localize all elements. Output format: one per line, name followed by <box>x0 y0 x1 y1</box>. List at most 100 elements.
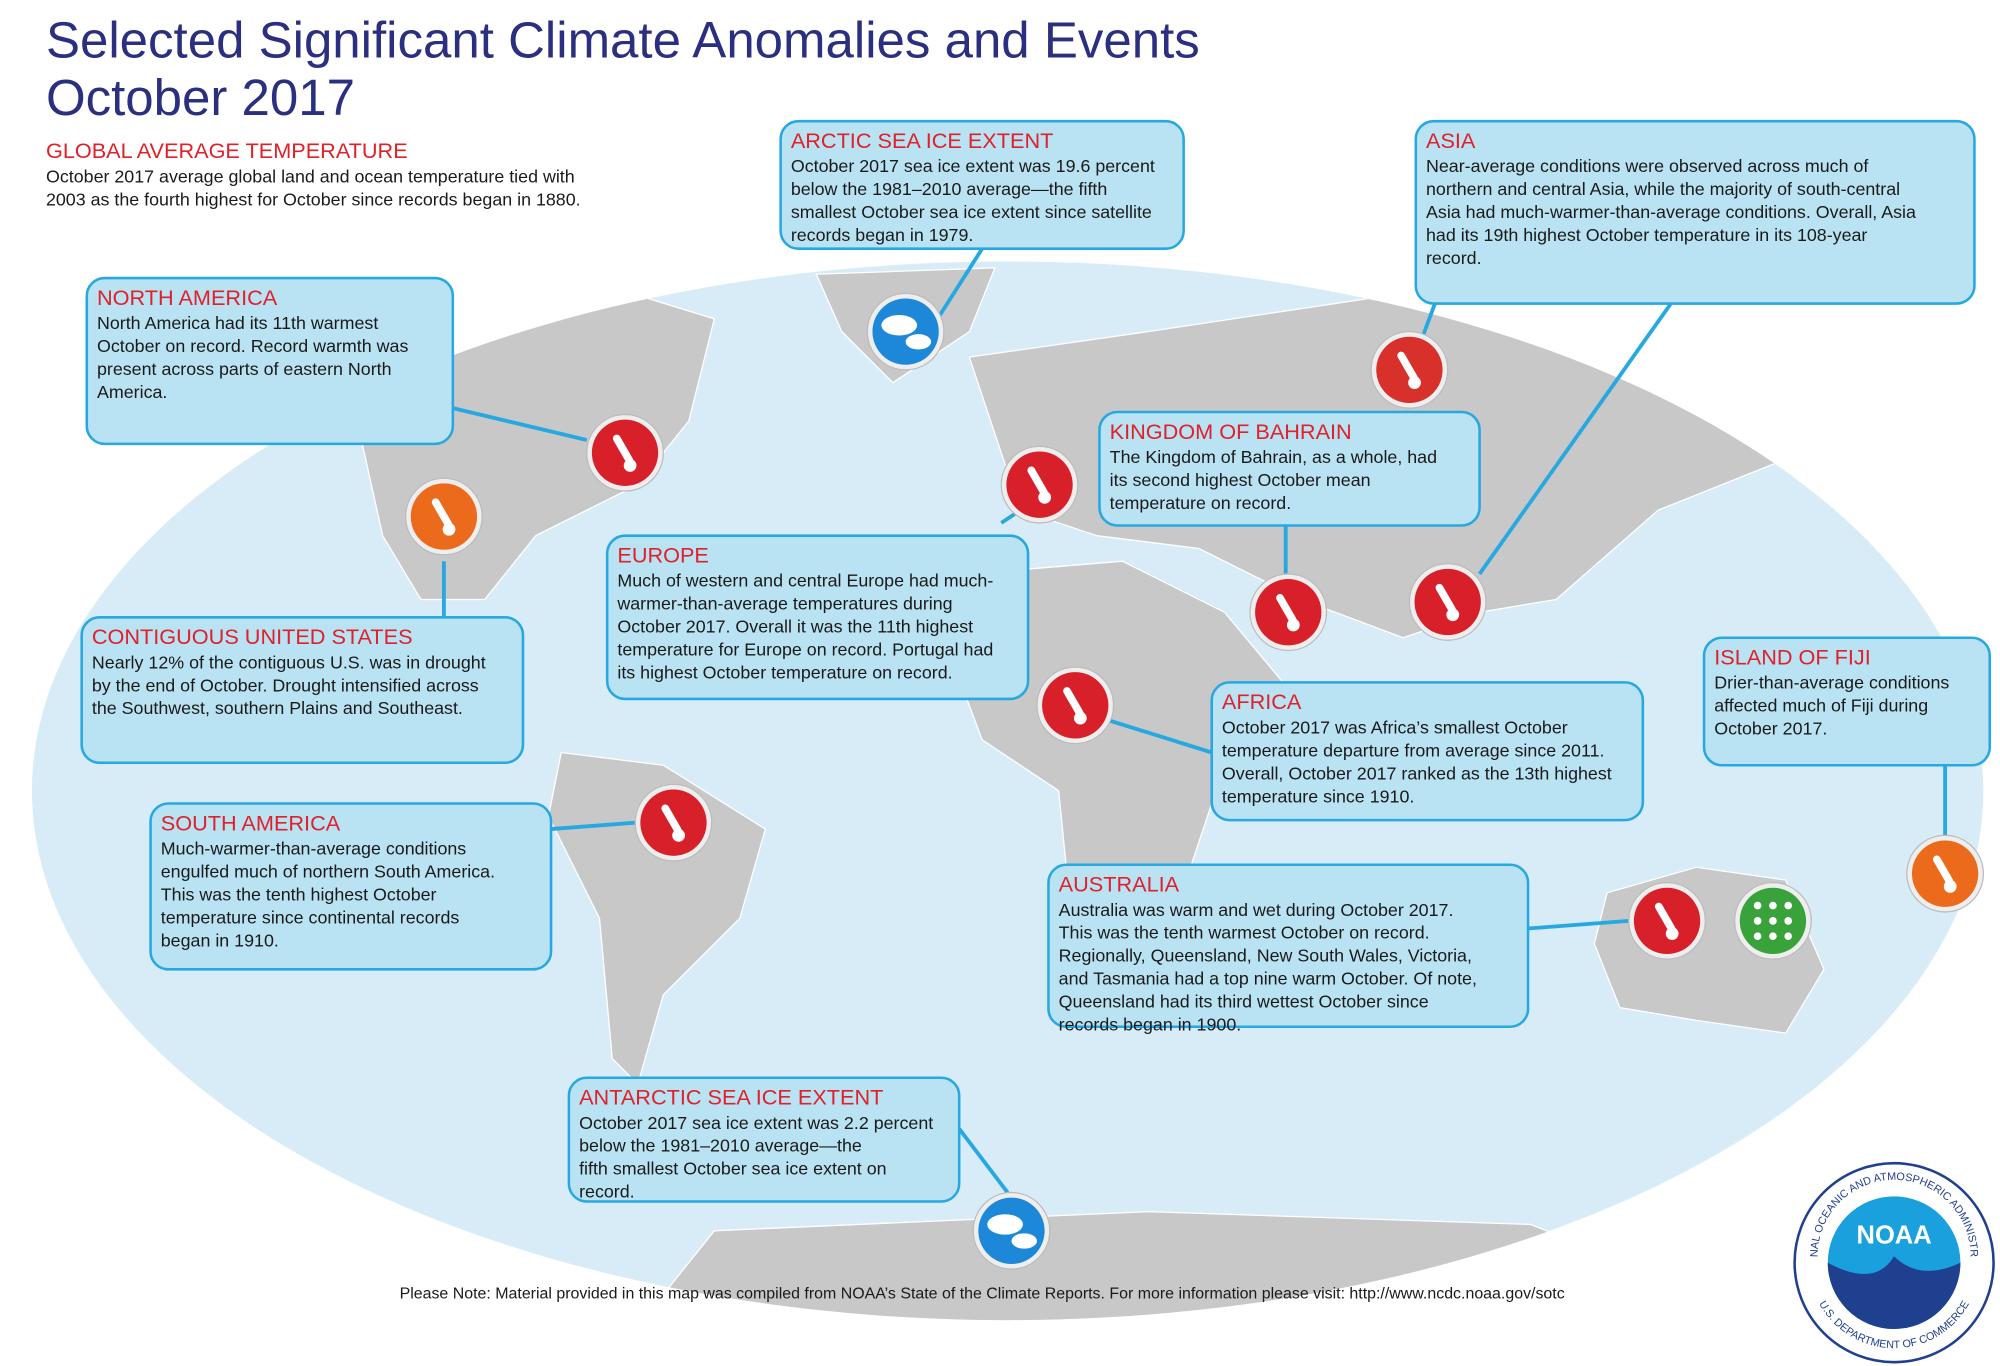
callout: KINGDOM OF BAHRAIN The Kingdom of Bahrain… <box>1098 410 1481 527</box>
connector <box>452 406 588 442</box>
thermometer <box>661 804 682 835</box>
bulb <box>1038 491 1052 504</box>
callout-heading: SOUTH AMERICA <box>161 810 341 835</box>
event-icon <box>1906 834 1985 913</box>
event-icon <box>1408 563 1487 641</box>
drop <box>1753 901 1762 910</box>
callout-text: Overall, October 2017 ranked as the 13th… <box>1222 763 1612 783</box>
event-icon <box>1370 330 1449 409</box>
callout-text: Near-average conditions were observed ac… <box>1426 156 1868 176</box>
global-text: October 2017 average global land and oce… <box>46 166 575 186</box>
callout-text: engulfed much of northern South America. <box>161 862 495 882</box>
callout-text: America. <box>97 382 167 402</box>
event-icon <box>972 1191 1051 1270</box>
callout-heading: ANTARCTIC SEA ICE EXTENT <box>579 1085 883 1110</box>
callout-text: October 2017 sea ice extent was 19.6 per… <box>791 156 1155 176</box>
callout-text: temperature since 1910. <box>1222 786 1414 806</box>
callout: CONTIGUOUS UNITED STATES Nearly 12% of th… <box>80 616 525 764</box>
callout-heading: ISLAND OF FIJI <box>1714 645 1871 670</box>
callout-heading: KINGDOM OF BAHRAIN <box>1110 419 1352 444</box>
callout-text: Drier-than-average conditions <box>1714 673 1949 693</box>
bulb <box>1286 618 1300 632</box>
callout: ISLAND OF FIJI Drier-than-average conditi… <box>1702 636 1992 767</box>
callout-text: and Tasmania had a top nine warm October… <box>1059 969 1477 989</box>
callout-text: fifth smallest October sea ice extent on <box>579 1159 886 1179</box>
connector <box>1527 918 1629 931</box>
callout-text: by the end of October. Drought intensifi… <box>92 675 479 695</box>
bulb <box>1073 711 1087 725</box>
callout-heading: ARCTIC SEA ICE EXTENT <box>791 128 1054 153</box>
drop <box>1753 917 1762 925</box>
callout-text: record. <box>1426 248 1482 268</box>
drop <box>1784 917 1793 925</box>
connector <box>935 247 984 320</box>
drop <box>1784 932 1793 941</box>
ice <box>1011 1233 1037 1249</box>
event-icon <box>1628 881 1706 960</box>
callout-text: its second highest October mean <box>1110 470 1371 490</box>
callout-text: The Kingdom of Bahrain, as a whole, had <box>1110 447 1437 467</box>
callout-text: Nearly 12% of the contiguous U.S. was in… <box>92 652 486 672</box>
callout-text: Much-warmer-than-average conditions <box>161 839 467 859</box>
callout-text: below the 1981–2010 average—the <box>579 1136 862 1156</box>
callout-box <box>1210 681 1645 822</box>
connector <box>957 1127 1010 1194</box>
bulb <box>623 459 637 472</box>
bulb <box>1408 376 1421 390</box>
connector <box>1109 718 1213 755</box>
callout-heading: AUSTRALIA <box>1059 872 1180 897</box>
connector <box>1420 302 1437 339</box>
callout: NORTH AMERICA North America had its 11th … <box>85 276 455 446</box>
callout-box <box>1702 636 1992 767</box>
thermometer <box>1654 902 1676 933</box>
callout-text: Australia was warm and wet during Octobe… <box>1059 900 1454 920</box>
callout-text: temperature since continental records <box>161 907 460 927</box>
callout-text: present across parts of eastern North <box>97 359 392 379</box>
callout-text: October 2017 sea ice extent was 2.2 perc… <box>579 1113 933 1133</box>
thermometer <box>1435 583 1456 614</box>
callout-box <box>1098 410 1481 527</box>
event-icon <box>866 292 945 371</box>
thermometer <box>1063 687 1084 717</box>
ice <box>881 315 918 336</box>
event-icon <box>405 477 483 556</box>
title: Selected Significant Climate Anomalies a… <box>46 11 1200 68</box>
bulb <box>1446 608 1460 622</box>
event-icon <box>634 783 713 862</box>
event-icon <box>1734 881 1812 960</box>
callout-heading: ASIA <box>1426 128 1476 153</box>
connector <box>550 820 636 831</box>
callout-text: temperature on record. <box>1110 493 1292 513</box>
callout: AUSTRALIA Australia was warm and wet duri… <box>1047 863 1530 1035</box>
callout-text: warmer-than-average temperatures during <box>616 594 952 614</box>
callout-text: began in 1910. <box>161 930 279 950</box>
event-icon <box>1036 666 1115 745</box>
callout-heading: NORTH AMERICA <box>97 285 278 310</box>
event-icon <box>1249 573 1328 652</box>
callout-text: the Southwest, southern Plains and South… <box>92 698 463 718</box>
event-icon <box>586 413 664 492</box>
callout-box <box>605 534 1030 701</box>
bulb <box>672 829 685 842</box>
logo-center: NOAA <box>1857 1222 1932 1250</box>
callout-text: Queensland had its third wettest October… <box>1059 992 1429 1012</box>
thermometer <box>1027 466 1048 497</box>
drop <box>1753 932 1762 941</box>
footer-note: Please Note: Material provided in this m… <box>400 1285 1565 1302</box>
callout-text: October 2017. <box>1714 719 1827 739</box>
callout-text: October 2017. Overall it was the 11th hi… <box>617 617 973 637</box>
callout-text: temperature for Europe on record. Portug… <box>617 640 993 660</box>
callout-text: Asia had much-warmer-than-average condit… <box>1426 202 1916 222</box>
drop <box>1769 932 1777 941</box>
callout-box <box>1414 119 1976 305</box>
callout-box <box>149 802 553 971</box>
bulb <box>1943 880 1957 893</box>
callout-box <box>1047 863 1530 1029</box>
global-text: 2003 as the fourth highest for October s… <box>46 189 581 209</box>
callout: AFRICA October 2017 was Africa’s smallest… <box>1210 681 1645 822</box>
callout-text: affected much of Fiji during <box>1714 696 1928 716</box>
callout: EUROPE Much of western and central Europe… <box>605 534 1030 701</box>
drop <box>1784 901 1793 910</box>
ice <box>987 1214 1023 1235</box>
